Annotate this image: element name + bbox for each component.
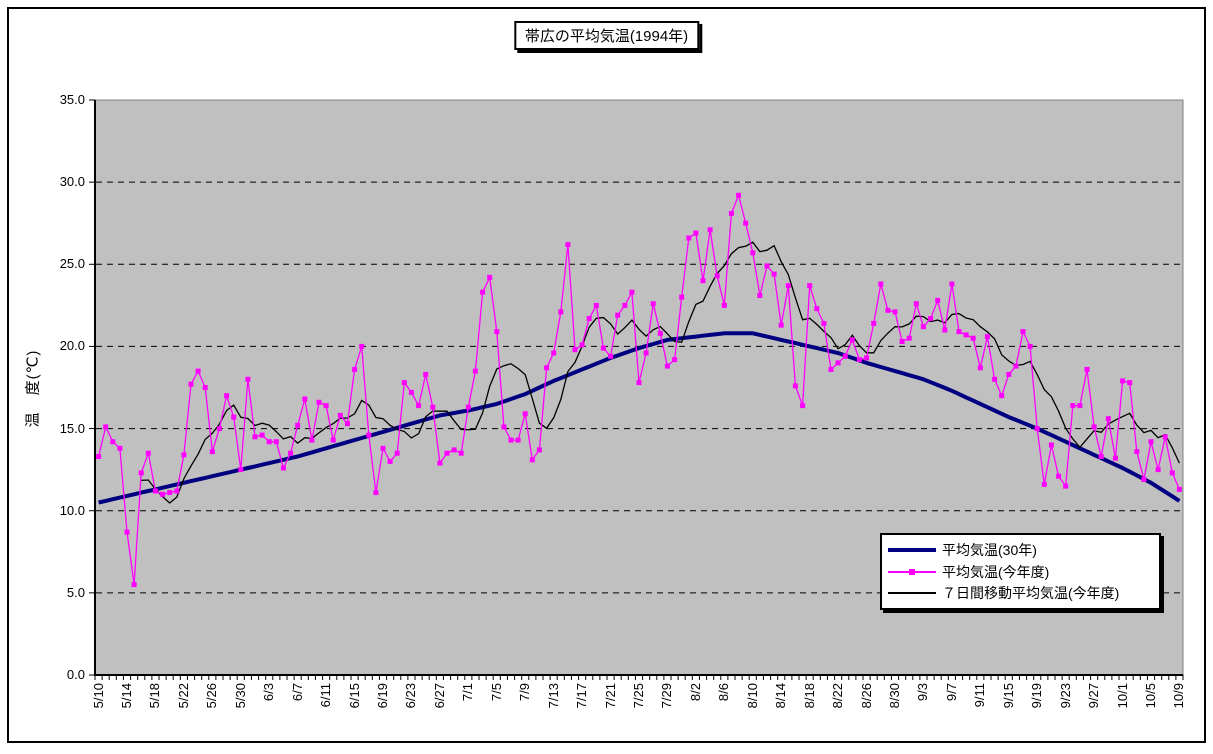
- x-tick-label: 7/1: [460, 683, 476, 702]
- legend-item-label: 平均気温(今年度): [942, 563, 1050, 580]
- x-tick-label: 8/2: [687, 683, 703, 702]
- x-tick-label: 7/29: [659, 683, 675, 709]
- x-tick-label: 8/30: [887, 683, 902, 709]
- x-tick-label: 6/19: [375, 683, 390, 709]
- legend-item-1: 平均気温(今年度): [888, 561, 1153, 583]
- x-tick-label: 10/9: [1171, 683, 1187, 709]
- x-tick-label: 7/21: [602, 683, 618, 709]
- x-tick-label: 8/22: [830, 683, 846, 709]
- x-tick-label: 5/10: [90, 683, 106, 709]
- x-tick-label: 6/7: [289, 683, 305, 702]
- legend-item-2: ７日間移動平均気温(今年度): [888, 582, 1153, 604]
- legend-line-sample-0: [888, 547, 936, 552]
- x-tick-label: 8/14: [773, 683, 789, 709]
- x-tick-label: 8/10: [744, 683, 760, 709]
- x-tick-label: 8/18: [801, 683, 817, 709]
- x-tick-label: 9/11: [972, 683, 988, 708]
- x-tick-label: 9/27: [1086, 683, 1102, 709]
- x-tick-label: 7/9: [517, 683, 533, 702]
- x-tick-label: 6/27: [431, 683, 447, 709]
- gridlines: [96, 181, 1182, 594]
- series-moving-avg-line: [141, 241, 1180, 504]
- x-tick-label: 9/7: [943, 683, 959, 702]
- x-tick-label: 5/22: [175, 683, 191, 709]
- x-tick-label: 9/3: [915, 683, 931, 702]
- x-tick-label: 7/25: [631, 683, 646, 709]
- y-tick-label: 35.0: [59, 92, 85, 107]
- x-tick-label: 9/23: [1057, 683, 1073, 709]
- x-tick-label: 10/5: [1143, 683, 1158, 709]
- y-tick-label: 15.0: [59, 420, 85, 436]
- y-tick-label: 25.0: [59, 256, 85, 272]
- x-tick-label: 7/17: [574, 683, 590, 709]
- legend-line-sample-2: [888, 592, 936, 594]
- legend-item-0: 平均気温(30年): [888, 539, 1153, 561]
- x-tick-label: 6/23: [403, 683, 419, 709]
- x-tick-label: 5/18: [147, 683, 163, 709]
- legend-item-label: ７日間移動平均気温(今年度): [942, 585, 1120, 602]
- legend-square-marker-icon: [909, 568, 915, 575]
- legend-line-sample-1: [888, 568, 936, 575]
- y-tick-label: 20.0: [59, 338, 85, 354]
- y-tick-label: 10.0: [59, 502, 85, 518]
- x-tick-label: 6/3: [261, 683, 277, 702]
- legend-item-label: 平均気温(30年): [942, 541, 1037, 558]
- chart-title: 帯広の平均気温(1994年): [513, 21, 700, 50]
- x-tick-label: 5/26: [204, 683, 220, 709]
- x-tick-label: 7/5: [488, 683, 504, 702]
- x-tick-label: 6/11: [318, 683, 334, 708]
- x-tick-label: 9/15: [1000, 683, 1016, 709]
- legend: 平均気温(30年) 平均気温(今年度) ７日間移動平均気温(今年度): [880, 533, 1161, 610]
- x-tick-label: 5/14: [119, 683, 134, 709]
- x-tick-label: 5/30: [232, 683, 248, 709]
- y-tick-label: 0.0: [66, 667, 85, 682]
- x-tick-label: 6/15: [346, 683, 362, 709]
- series-normal-line: [98, 331, 1181, 505]
- y-tick-label: 30.0: [59, 174, 85, 190]
- x-tick-label: 10/1: [1114, 683, 1130, 709]
- x-tick-label: 8/26: [858, 683, 874, 709]
- series-daily-markers: [96, 192, 1182, 588]
- x-tick-label: 7/13: [545, 683, 561, 709]
- y-tick-label: 5.0: [66, 584, 85, 600]
- x-tick-label: 8/6: [716, 683, 732, 702]
- x-tick-label: 9/19: [1029, 683, 1045, 709]
